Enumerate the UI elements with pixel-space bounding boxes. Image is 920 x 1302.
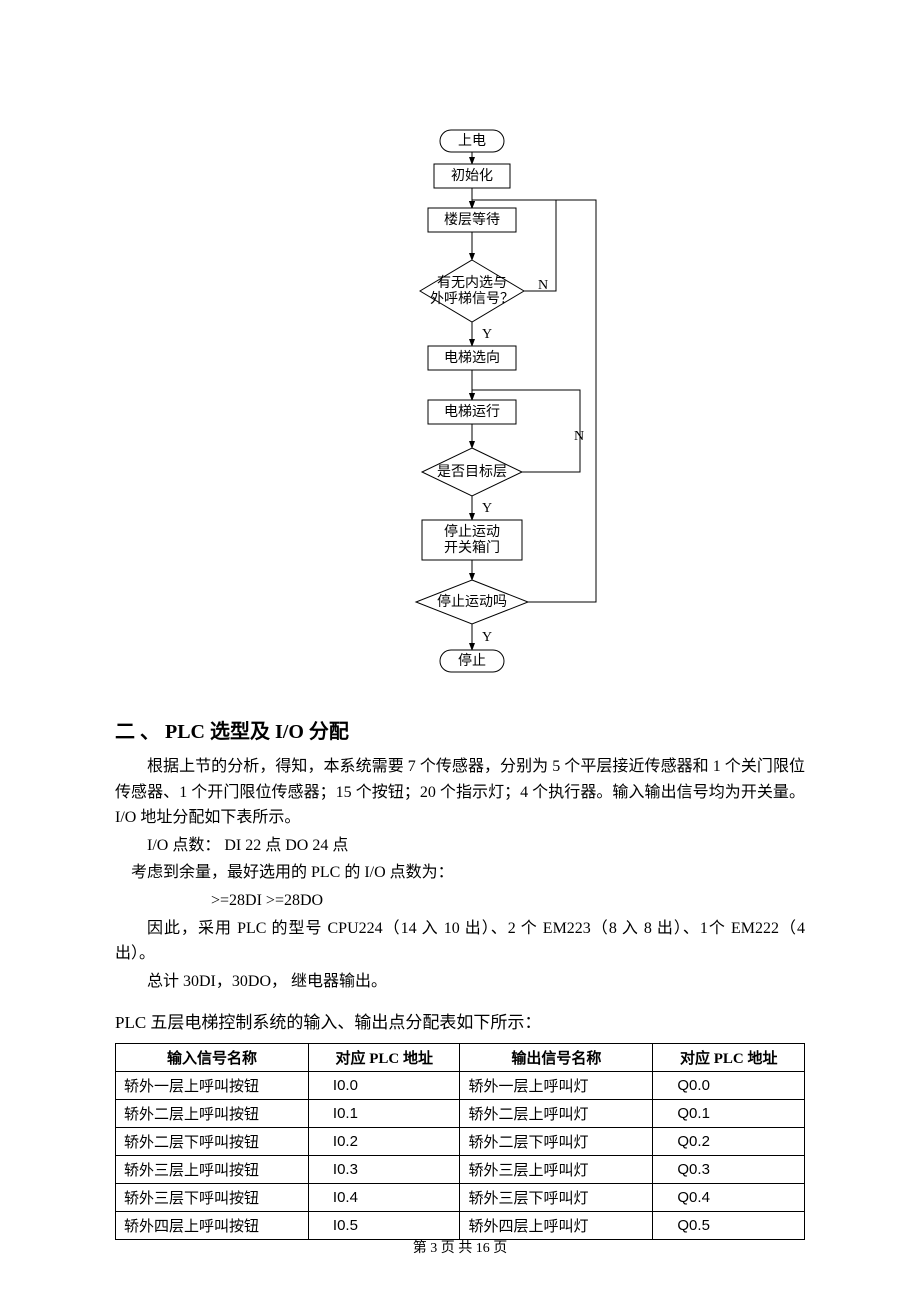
table-cell: 轿外三层下呼叫按钮 (116, 1184, 309, 1212)
table-col-header: 输入信号名称 (116, 1044, 309, 1072)
table-cell: I0.4 (308, 1184, 460, 1212)
svg-text:Y: Y (482, 501, 492, 516)
para-1: 根据上节的分析，得知，本系统需要 7 个传感器，分别为 5 个平层接近传感器和 … (115, 754, 805, 831)
table-cell: Q0.3 (653, 1156, 805, 1184)
svg-text:Y: Y (482, 630, 492, 645)
table-col-header: 对应 PLC 地址 (653, 1044, 805, 1072)
table-cell: Q0.0 (653, 1072, 805, 1100)
svg-text:电梯选向: 电梯选向 (444, 350, 500, 366)
svg-text:初始化: 初始化 (451, 167, 493, 184)
table-cell: 轿外二层上呼叫按钮 (116, 1100, 309, 1128)
table-caption: PLC 五层电梯控制系统的输入、输出点分配表如下所示： (115, 1008, 805, 1033)
table-col-header: 对应 PLC 地址 (308, 1044, 460, 1072)
svg-text:Y: Y (482, 327, 492, 342)
svg-text:楼层等待: 楼层等待 (444, 211, 500, 228)
para-6: 总计 30DI，30DO， 继电器输出。 (115, 969, 805, 995)
section-heading: 二 、 PLC 选型及 I/O 分配 (115, 715, 805, 744)
svg-text:停止运动吗: 停止运动吗 (437, 593, 507, 610)
table-col-header: 输出信号名称 (460, 1044, 653, 1072)
page-footer: 第 3 页 共 16 页 (0, 1237, 920, 1257)
table-cell: I0.0 (308, 1072, 460, 1100)
svg-text:是否目标层: 是否目标层 (437, 464, 507, 480)
table-row: 轿外一层上呼叫按钮I0.0轿外一层上呼叫灯Q0.0 (116, 1072, 805, 1100)
table-row: 轿外二层下呼叫按钮I0.2轿外二层下呼叫灯Q0.2 (116, 1128, 805, 1156)
para-5: 因此，采用 PLC 的型号 CPU224（14 入 10 出）、2 个 EM22… (115, 916, 805, 967)
svg-text:N: N (538, 278, 548, 293)
table-cell: 轿外四层上呼叫灯 (460, 1212, 653, 1240)
table-cell: I0.1 (308, 1100, 460, 1128)
body-text: 根据上节的分析，得知，本系统需要 7 个传感器，分别为 5 个平层接近传感器和 … (115, 754, 805, 994)
table-cell: I0.2 (308, 1128, 460, 1156)
table-cell: Q0.4 (653, 1184, 805, 1212)
table-cell: 轿外二层下呼叫按钮 (116, 1128, 309, 1156)
table-row: 轿外四层上呼叫按钮I0.5轿外四层上呼叫灯Q0.5 (116, 1212, 805, 1240)
flowchart-svg: YNYNY上电初始化楼层等待有无内选与外呼梯信号？电梯选向电梯运行是否目标层停止… (310, 120, 610, 680)
para-2: I/O 点数： DI 22 点 DO 24 点 (115, 833, 805, 859)
table-cell: 轿外一层上呼叫按钮 (116, 1072, 309, 1100)
table-cell: Q0.2 (653, 1128, 805, 1156)
table-cell: 轿外四层上呼叫按钮 (116, 1212, 309, 1240)
table-cell: Q0.1 (653, 1100, 805, 1128)
table-cell: 轿外三层上呼叫按钮 (116, 1156, 309, 1184)
table-cell: 轿外三层下呼叫灯 (460, 1184, 653, 1212)
para-4: >=28DI >=28DO (115, 888, 805, 914)
table-cell: I0.5 (308, 1212, 460, 1240)
table-cell: 轿外三层上呼叫灯 (460, 1156, 653, 1184)
table-cell: I0.3 (308, 1156, 460, 1184)
table-cell: 轿外二层上呼叫灯 (460, 1100, 653, 1128)
table-cell: 轿外二层下呼叫灯 (460, 1128, 653, 1156)
svg-text:停止运动开关箱门: 停止运动开关箱门 (444, 523, 500, 556)
svg-text:N: N (574, 429, 584, 444)
table-header-row: 输入信号名称对应 PLC 地址输出信号名称对应 PLC 地址 (116, 1044, 805, 1072)
svg-text:上电: 上电 (458, 133, 486, 149)
io-allocation-table: 输入信号名称对应 PLC 地址输出信号名称对应 PLC 地址 轿外一层上呼叫按钮… (115, 1043, 805, 1240)
flowchart-container: YNYNY上电初始化楼层等待有无内选与外呼梯信号？电梯选向电梯运行是否目标层停止… (115, 120, 805, 680)
table-cell: Q0.5 (653, 1212, 805, 1240)
svg-text:停止: 停止 (458, 652, 486, 669)
para-3: 考虑到余量，最好选用的 PLC 的 I/O 点数为： (115, 860, 805, 886)
svg-text:电梯运行: 电梯运行 (444, 404, 500, 420)
table-row: 轿外三层下呼叫按钮I0.4轿外三层下呼叫灯Q0.4 (116, 1184, 805, 1212)
table-row: 轿外三层上呼叫按钮I0.3轿外三层上呼叫灯Q0.3 (116, 1156, 805, 1184)
table-cell: 轿外一层上呼叫灯 (460, 1072, 653, 1100)
table-row: 轿外二层上呼叫按钮I0.1轿外二层上呼叫灯Q0.1 (116, 1100, 805, 1128)
